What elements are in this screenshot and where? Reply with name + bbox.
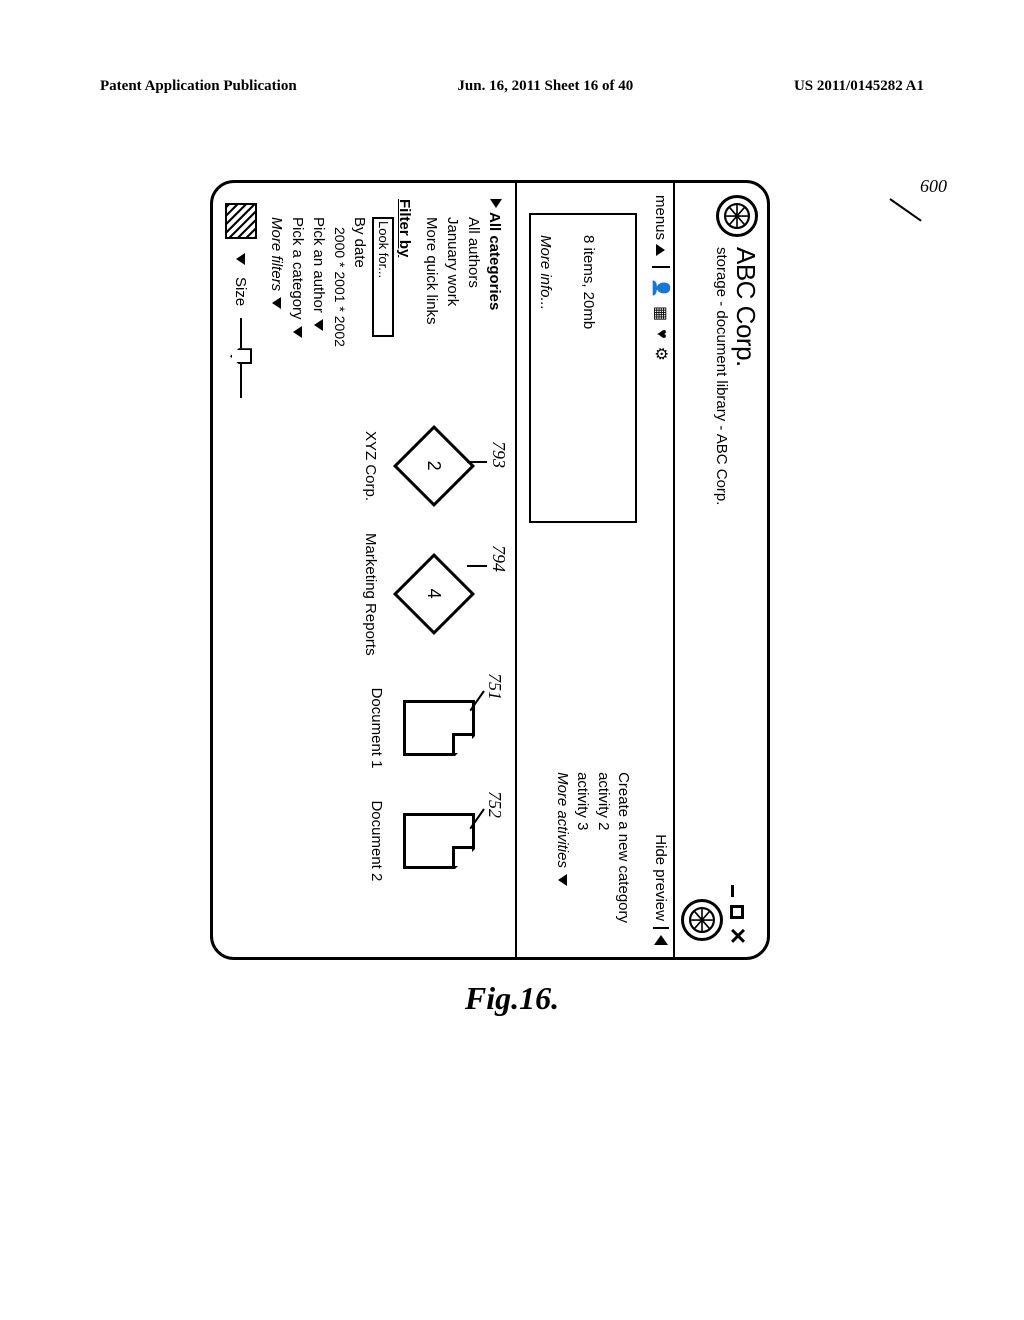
- figure-container: 600 ABC Corp. storage - document library…: [120, 180, 900, 960]
- chevron-down-icon: [272, 297, 281, 309]
- corner-logo-icon: [681, 899, 723, 941]
- stack-icon: 2: [393, 425, 475, 507]
- grid-icon[interactable]: ▦: [651, 306, 671, 321]
- content-area: 2 XYZ Corp. 4 Marketing Reports Document…: [362, 431, 481, 937]
- ref-600-line: [889, 198, 921, 221]
- document-icon: [403, 700, 475, 756]
- search-input[interactable]: Look for...: [372, 217, 394, 337]
- chevron-down-icon: [558, 874, 567, 886]
- pick-author-label: Pick an author: [310, 217, 327, 313]
- title-text: ABC Corp. storage - document library - A…: [713, 247, 761, 885]
- ref-752: 752: [484, 791, 505, 818]
- sidebar: All categories All authors January work …: [266, 199, 505, 419]
- person-icon[interactable]: 👤: [651, 278, 671, 298]
- pick-category-link[interactable]: Pick a category: [287, 217, 308, 419]
- chevron-down-icon: [293, 326, 302, 338]
- close-icon[interactable]: ✕: [730, 927, 744, 945]
- all-authors-link[interactable]: All authors: [463, 217, 484, 419]
- activities-list: Create a new category activity 2 activit…: [552, 772, 633, 923]
- stack-label: XYZ Corp.: [362, 431, 379, 501]
- app-window: ABC Corp. storage - document library - A…: [210, 180, 770, 960]
- maximize-icon[interactable]: [730, 905, 744, 919]
- create-category-link[interactable]: Create a new category: [613, 772, 633, 923]
- app-logo-icon: [716, 195, 758, 237]
- pick-author-link[interactable]: Pick an author: [308, 217, 329, 419]
- minimize-icon[interactable]: [732, 885, 735, 897]
- size-swatch-icon: [225, 203, 257, 239]
- slider-thumb-icon[interactable]: [230, 348, 252, 364]
- size-slider[interactable]: [240, 318, 242, 398]
- gear-icon[interactable]: ⚙: [651, 347, 671, 361]
- titlebar: ABC Corp. storage - document library - A…: [711, 183, 767, 957]
- chevron-down-icon: [314, 319, 323, 331]
- menus-label: menus: [653, 195, 670, 240]
- ref-794-line: [467, 565, 487, 567]
- chevron-right-icon: [490, 199, 502, 208]
- stack-marketing[interactable]: 4 Marketing Reports: [362, 533, 481, 656]
- document-2[interactable]: Document 2: [362, 800, 481, 881]
- hide-preview-button[interactable]: Hide preview: [653, 834, 670, 945]
- content-divider: [515, 183, 517, 957]
- all-categories-link[interactable]: All categories: [484, 199, 505, 419]
- activity-2-link[interactable]: activity 2: [593, 772, 613, 923]
- page-header: Patent Application Publication Jun. 16, …: [100, 78, 924, 95]
- chevron-down-icon[interactable]: [237, 253, 246, 265]
- size-control: Size: [225, 203, 257, 398]
- more-filters-link[interactable]: More filters: [266, 217, 287, 419]
- all-categories-label: All categories: [486, 212, 503, 310]
- pick-category-label: Pick a category: [289, 217, 306, 320]
- january-work-link[interactable]: January work: [442, 217, 463, 419]
- hide-preview-label: Hide preview: [653, 834, 670, 921]
- header-center: Jun. 16, 2011 Sheet 16 of 40: [457, 78, 633, 95]
- document-label: Document 2: [368, 800, 385, 881]
- chevron-left-icon: [654, 935, 668, 945]
- stack-count: 2: [424, 461, 445, 471]
- toolbar-icons: 👤 ▦ ♥ ⚙: [651, 278, 671, 361]
- document-label: Document 1: [368, 688, 385, 769]
- stack-xyz[interactable]: 2 XYZ Corp.: [362, 431, 481, 501]
- titlebar-divider: [673, 183, 675, 957]
- window-subtitle: storage - document library - ABC Corp.: [713, 247, 730, 885]
- stack-count: 4: [424, 589, 445, 599]
- more-info-link[interactable]: More info...: [537, 235, 554, 310]
- menus-button[interactable]: menus: [653, 195, 670, 256]
- document-icon: [403, 813, 475, 869]
- chevron-up-icon: [657, 244, 666, 256]
- stack-icon: 4: [393, 553, 475, 635]
- ref-751: 751: [484, 673, 505, 700]
- ref-794: 794: [488, 545, 509, 572]
- document-1[interactable]: Document 1: [362, 688, 481, 769]
- more-activities-label: More activities: [554, 772, 571, 868]
- ref-600: 600: [920, 176, 947, 197]
- figure-caption: Fig.16.: [0, 980, 1024, 1017]
- heart-icon[interactable]: ♥: [652, 329, 670, 339]
- toolbar: menus 👤 ▦ ♥ ⚙ Hide preview: [651, 195, 671, 945]
- toolbar-divider: [652, 266, 670, 268]
- stack-label: Marketing Reports: [362, 533, 379, 656]
- summary-text: 8 items, 20mb: [580, 235, 597, 329]
- header-left: Patent Application Publication: [100, 78, 297, 95]
- size-label: Size: [233, 277, 250, 306]
- by-date-label[interactable]: By date: [349, 217, 370, 419]
- more-filters-label: More filters: [268, 217, 285, 291]
- more-activities-link[interactable]: More activities: [552, 772, 572, 923]
- header-right: US 2011/0145282 A1: [794, 78, 924, 95]
- window-title: ABC Corp.: [730, 247, 761, 885]
- filter-by-heading: Filter by: [394, 199, 415, 419]
- year-links[interactable]: 2000 * 2001 * 2002: [329, 227, 349, 419]
- more-quick-links[interactable]: More quick links: [421, 217, 442, 419]
- window-controls: ✕: [730, 885, 744, 945]
- summary-box: 8 items, 20mb More info...: [529, 213, 637, 523]
- ref-793-line: [467, 461, 487, 463]
- activity-3-link[interactable]: activity 3: [572, 772, 592, 923]
- vbar-icon: [653, 927, 669, 929]
- ref-793: 793: [488, 441, 509, 468]
